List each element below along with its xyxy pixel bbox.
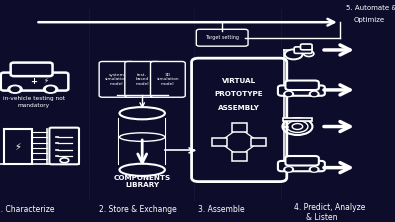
Text: & Listen: & Listen bbox=[306, 213, 338, 222]
Text: Optimize: Optimize bbox=[354, 16, 385, 23]
FancyBboxPatch shape bbox=[286, 81, 319, 90]
Circle shape bbox=[284, 91, 293, 97]
Text: 1. Characterize: 1. Characterize bbox=[0, 205, 55, 214]
Text: test-
based
model: test- based model bbox=[135, 73, 149, 86]
Text: LIBRARY: LIBRARY bbox=[125, 182, 159, 188]
Bar bbox=[231, 152, 246, 161]
FancyBboxPatch shape bbox=[283, 118, 312, 121]
Ellipse shape bbox=[119, 164, 165, 176]
Circle shape bbox=[43, 85, 58, 93]
Circle shape bbox=[47, 87, 55, 91]
Text: 4. Predict, Analyze: 4. Predict, Analyze bbox=[294, 203, 366, 212]
FancyBboxPatch shape bbox=[11, 63, 53, 76]
Circle shape bbox=[284, 167, 293, 172]
FancyBboxPatch shape bbox=[1, 73, 68, 91]
Text: ASSEMBLY: ASSEMBLY bbox=[218, 105, 260, 111]
FancyBboxPatch shape bbox=[278, 161, 325, 171]
Text: ⚡: ⚡ bbox=[14, 141, 21, 152]
FancyBboxPatch shape bbox=[278, 85, 325, 96]
FancyBboxPatch shape bbox=[125, 61, 160, 97]
Text: 5. Automate &: 5. Automate & bbox=[346, 5, 395, 11]
Text: mandatory: mandatory bbox=[17, 103, 50, 108]
Text: system
simulation
model: system simulation model bbox=[105, 73, 128, 86]
Bar bbox=[4, 129, 32, 164]
Circle shape bbox=[309, 167, 319, 172]
Text: in-vehicle testing not: in-vehicle testing not bbox=[3, 96, 64, 101]
Text: PROTOTYPE: PROTOTYPE bbox=[215, 91, 263, 97]
Circle shape bbox=[11, 87, 19, 91]
Circle shape bbox=[286, 92, 292, 95]
FancyBboxPatch shape bbox=[301, 44, 312, 50]
Text: COMPONENTS: COMPONENTS bbox=[114, 174, 171, 181]
Circle shape bbox=[286, 168, 292, 171]
Text: ⚡: ⚡ bbox=[43, 78, 48, 84]
Circle shape bbox=[309, 91, 319, 97]
Text: 3D
simulation
model: 3D simulation model bbox=[156, 73, 179, 86]
Circle shape bbox=[311, 168, 317, 171]
Bar bbox=[252, 138, 266, 146]
Circle shape bbox=[8, 85, 22, 93]
FancyBboxPatch shape bbox=[286, 156, 319, 166]
Ellipse shape bbox=[119, 107, 165, 119]
Bar bbox=[212, 138, 227, 146]
Text: VIRTUAL: VIRTUAL bbox=[222, 78, 256, 84]
FancyBboxPatch shape bbox=[49, 128, 79, 164]
Text: +: + bbox=[30, 77, 37, 85]
FancyBboxPatch shape bbox=[196, 29, 248, 46]
Text: Target setting: Target setting bbox=[205, 35, 239, 40]
FancyBboxPatch shape bbox=[192, 58, 287, 182]
Circle shape bbox=[311, 92, 317, 95]
FancyBboxPatch shape bbox=[150, 61, 185, 97]
Bar bbox=[231, 123, 246, 132]
FancyBboxPatch shape bbox=[99, 61, 134, 97]
Bar bbox=[119, 117, 165, 166]
FancyBboxPatch shape bbox=[294, 47, 312, 53]
Text: 3. Assemble: 3. Assemble bbox=[198, 205, 244, 214]
Text: 2. Store & Exchange: 2. Store & Exchange bbox=[99, 205, 177, 214]
